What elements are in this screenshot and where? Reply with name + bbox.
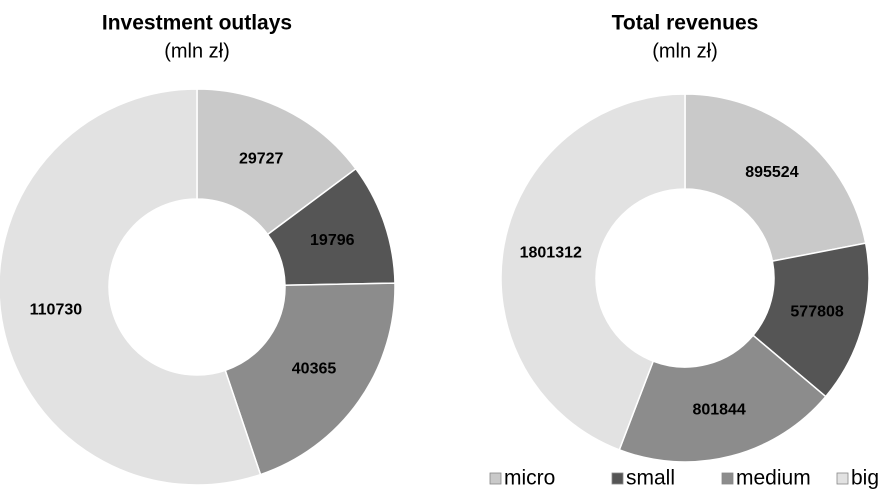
legend-swatch (611, 472, 624, 485)
legend-label: small (626, 467, 675, 490)
donut-segment (0, 88, 262, 486)
legend-label: big (851, 467, 879, 490)
legend-label: medium (736, 467, 811, 490)
legend-swatch (836, 472, 849, 485)
data-label: 40365 (292, 360, 337, 377)
data-label: 895524 (745, 164, 798, 181)
legend-swatch (489, 472, 502, 485)
chart-subtitle: (mln zł) (652, 40, 718, 62)
data-label: 577808 (790, 304, 843, 321)
legend-label: micro (504, 467, 555, 490)
donut-segment (684, 93, 867, 263)
chart-title: Total revenues (612, 12, 759, 35)
donut-segment (224, 282, 396, 476)
data-label: 801844 (692, 401, 745, 418)
chart-title: Investment outlays (102, 12, 292, 35)
data-label: 110730 (30, 301, 83, 318)
chart-subtitle: (mln zł) (164, 40, 230, 62)
donut-segment (500, 93, 686, 451)
data-label: 1801312 (520, 244, 582, 261)
donut-segment (618, 334, 827, 463)
data-label: 29727 (239, 150, 284, 167)
legend-swatch (721, 472, 734, 485)
data-label: 19796 (310, 232, 355, 249)
